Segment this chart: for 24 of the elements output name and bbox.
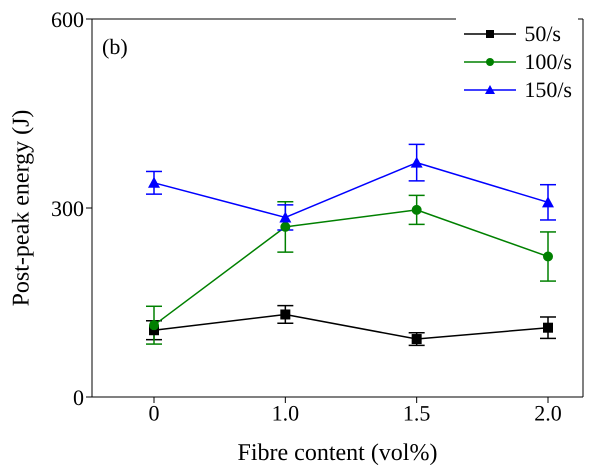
point: [412, 334, 422, 344]
legend-label: 50/s: [524, 21, 561, 47]
y-tick-label: 300: [51, 196, 84, 221]
point: [149, 320, 159, 330]
legend-label: 150/s: [524, 77, 572, 103]
point: [280, 309, 290, 320]
y-tick-label: 0: [73, 384, 84, 410]
point: [410, 156, 423, 168]
y-tick-label: 600: [51, 6, 84, 32]
x-axis-title: Fibre content (vol%): [238, 440, 438, 466]
x-tick-label: 0: [148, 400, 160, 426]
point: [543, 252, 553, 262]
point: [542, 196, 554, 208]
x-tick-label: 1.0: [272, 400, 300, 426]
point: [412, 204, 422, 215]
point: [543, 322, 553, 333]
point: [148, 176, 160, 188]
x-tick-label: 2.0: [534, 400, 562, 426]
point: [280, 222, 290, 232]
legend-label: 100/s: [524, 49, 572, 75]
y-axis-title: Post-peak energy (J): [8, 110, 35, 306]
annotation: (b): [102, 34, 128, 60]
point: [279, 211, 292, 222]
x-tick-label: 1.5: [402, 400, 430, 426]
